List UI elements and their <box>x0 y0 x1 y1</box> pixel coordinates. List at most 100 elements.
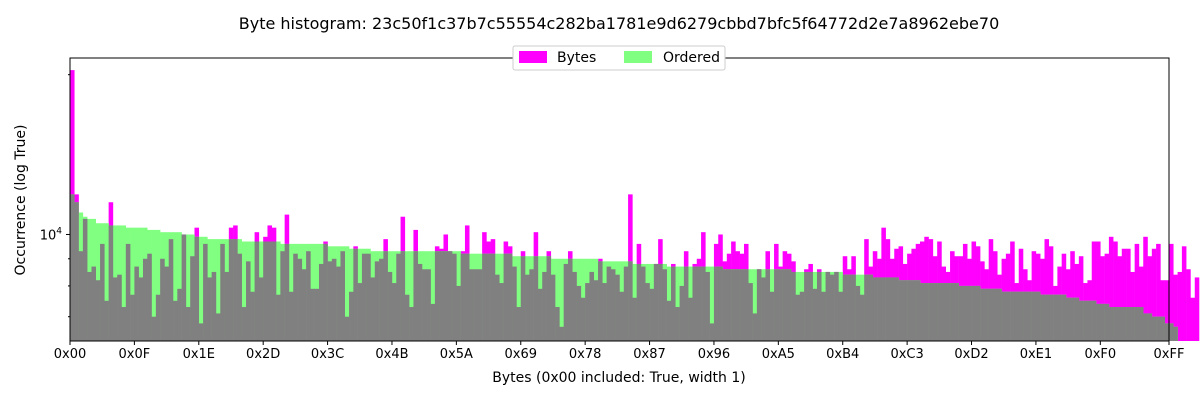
bar-overlap <box>314 288 320 341</box>
bar-overlap <box>529 269 534 341</box>
legend-box <box>512 45 726 71</box>
bar-overlap <box>1138 307 1144 341</box>
bar-overlap <box>679 285 685 341</box>
bar-bytes <box>1078 256 1084 341</box>
bar-overlap <box>769 291 775 341</box>
bar-overlap <box>756 269 762 341</box>
bar-overlap <box>1113 307 1118 341</box>
bar-overlap <box>1108 307 1114 341</box>
bar-overlap <box>151 316 157 341</box>
bar-overlap <box>645 283 650 341</box>
bar-overlap <box>78 251 84 341</box>
bar-overlap <box>726 269 732 341</box>
bar-overlap <box>859 294 865 341</box>
bar-bytes <box>1113 241 1118 341</box>
bar-overlap <box>430 303 436 341</box>
x-tick-label: 0x96 <box>698 347 731 362</box>
bar-overlap <box>872 277 878 341</box>
bar-overlap <box>1096 303 1101 341</box>
bar-overlap <box>864 274 869 341</box>
bar-overlap <box>881 277 886 341</box>
bar-overlap <box>100 243 105 341</box>
x-tick-label: 0x1E <box>183 347 215 362</box>
bar-overlap <box>748 283 753 341</box>
bar-overlap <box>877 277 882 341</box>
bar-ordered <box>430 251 436 341</box>
bar-overlap <box>1104 303 1110 341</box>
bar-overlap <box>1057 294 1062 341</box>
x-tick-label: 0xD2 <box>954 347 988 362</box>
bar-overlap <box>572 271 577 341</box>
bar-overlap <box>439 251 444 341</box>
bar-overlap <box>971 285 977 341</box>
bar-overlap <box>610 269 616 341</box>
bar-overlap <box>1010 291 1015 341</box>
bar-overlap <box>142 258 148 341</box>
bar-overlap <box>464 253 470 341</box>
bar-bytes <box>1169 243 1174 341</box>
bar-overlap <box>228 239 234 341</box>
bar-overlap <box>353 248 358 341</box>
bar-overlap <box>1160 316 1165 341</box>
bar-overlap <box>1048 294 1054 341</box>
bar-overlap <box>851 274 856 341</box>
bar-overlap <box>1044 294 1050 341</box>
bar-overlap <box>271 241 277 341</box>
bar-overlap <box>396 253 401 341</box>
bar-overlap <box>1151 316 1157 341</box>
bar-overlap <box>241 307 247 341</box>
bar-overlap <box>954 283 959 341</box>
bar-overlap <box>782 269 788 341</box>
bar-overlap <box>847 274 852 341</box>
bar-overlap <box>623 266 629 341</box>
bar-overlap <box>778 269 783 341</box>
x-tick-label: 0x00 <box>54 347 87 362</box>
bar-overlap <box>306 251 311 341</box>
bar-overlap <box>486 253 491 341</box>
bar-overlap <box>898 280 904 341</box>
bar-overlap <box>786 269 792 341</box>
bar-bytes <box>1010 241 1015 341</box>
bar-overlap <box>709 323 715 341</box>
bar-overlap <box>503 253 509 341</box>
bar-overlap <box>1040 294 1045 341</box>
bar-overlap <box>752 313 758 341</box>
bar-overlap <box>387 271 393 341</box>
y-axis: 104 <box>40 74 70 318</box>
bar-overlap <box>254 241 260 341</box>
bar-overlap <box>331 258 337 341</box>
bar-overlap <box>447 251 453 341</box>
bar-overlap <box>108 225 114 341</box>
bar-overlap <box>147 253 152 341</box>
bar-bytes <box>1070 251 1075 341</box>
bar-overlap <box>134 266 139 341</box>
bar-overlap <box>855 285 861 341</box>
bar-ordered <box>155 229 161 341</box>
bar-overlap <box>593 280 599 341</box>
series-overlap <box>70 194 1178 341</box>
bar-overlap <box>276 294 281 341</box>
bar-overlap <box>804 271 809 341</box>
bar-overlap <box>516 307 522 341</box>
bar-overlap <box>117 274 122 341</box>
bar-overlap <box>640 266 646 341</box>
bar-overlap <box>297 258 303 341</box>
bar-bytes <box>1117 256 1123 341</box>
bar-overlap <box>1164 323 1170 341</box>
bar-bytes <box>1091 241 1097 341</box>
bar-overlap <box>1031 291 1037 341</box>
bar-overlap <box>198 323 204 341</box>
bar-bytes <box>1134 243 1140 341</box>
bar-overlap <box>1091 300 1097 341</box>
bar-overlap <box>460 253 466 341</box>
y-axis-label: Occurrence (log True) <box>13 125 29 276</box>
bar-overlap <box>379 258 384 341</box>
bar-overlap <box>889 277 895 341</box>
bar-overlap <box>443 251 449 341</box>
bar-overlap <box>1023 291 1028 341</box>
bar-overlap <box>589 271 594 341</box>
bar-overlap <box>1061 294 1067 341</box>
bar-overlap <box>1130 307 1135 341</box>
bar-overlap <box>284 243 290 341</box>
bar-overlap <box>1001 291 1007 341</box>
